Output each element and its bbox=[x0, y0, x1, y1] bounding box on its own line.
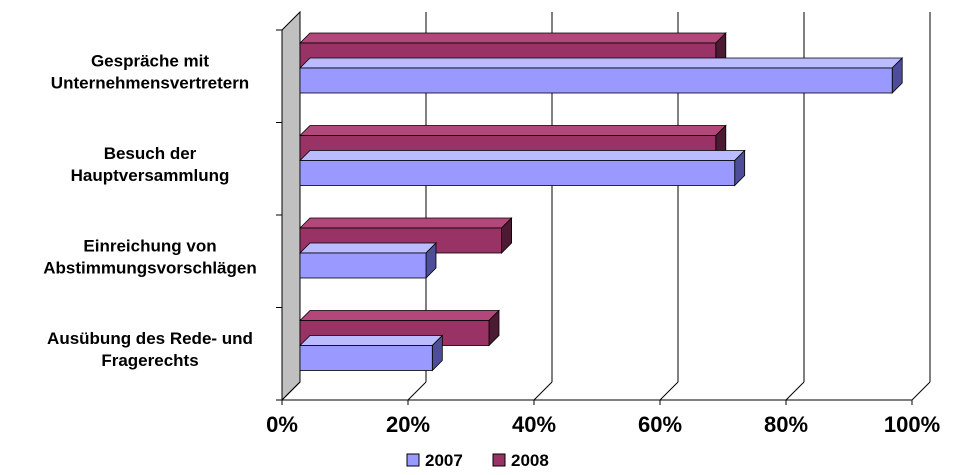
bar-front-face bbox=[299, 252, 427, 279]
bar-top-face bbox=[299, 242, 437, 254]
floor-gridline bbox=[407, 381, 427, 401]
category-label: Ausübung des Rede- und Fragerechts bbox=[47, 329, 253, 370]
legend-label: 2007 bbox=[425, 451, 463, 470]
bar-top-face bbox=[299, 32, 727, 44]
legend: 2007 2008 bbox=[406, 451, 549, 470]
bar-top-face bbox=[299, 310, 500, 321]
legend-label: 2008 bbox=[511, 451, 549, 470]
category-label: Gespräche mit Unternehmensvertretern bbox=[51, 51, 249, 92]
bar-front-face bbox=[299, 67, 893, 94]
x-tick-label: 0% bbox=[266, 412, 298, 437]
category-label: Einreichung von Abstimmungsvorschlägen bbox=[43, 236, 257, 277]
x-tick-label: 60% bbox=[638, 412, 682, 437]
x-tick-label: 80% bbox=[764, 412, 808, 437]
bar-2007 bbox=[299, 57, 904, 94]
floor-gridline bbox=[659, 381, 679, 401]
legend-item-2007: 2007 bbox=[406, 451, 463, 470]
bar-top-face bbox=[299, 217, 513, 229]
legend-item-2008: 2008 bbox=[492, 451, 549, 470]
bar-2007 bbox=[299, 242, 437, 279]
x-tick-label: 100% bbox=[884, 412, 940, 437]
bar-2007 bbox=[299, 149, 746, 187]
bar-front-face bbox=[299, 160, 736, 186]
x-tick-labels: 0% 20% 40% 60% 80% 100% bbox=[266, 412, 940, 437]
bar-top-face bbox=[299, 335, 444, 346]
x-tick-label: 40% bbox=[512, 412, 556, 437]
floor-gridline bbox=[281, 381, 301, 401]
category-label: Besuch der Hauptversammlung bbox=[71, 144, 230, 185]
legend-swatch bbox=[492, 453, 506, 467]
bar-top-face bbox=[299, 150, 746, 161]
floor-gridline bbox=[911, 381, 931, 401]
bars bbox=[299, 32, 904, 372]
floor-gridline bbox=[533, 381, 553, 401]
side-wall bbox=[281, 10, 301, 402]
floor-gridline bbox=[785, 381, 805, 401]
x-tick-label: 20% bbox=[386, 412, 430, 437]
bar-front-face bbox=[299, 345, 433, 371]
bar-top-face bbox=[299, 57, 904, 69]
category-labels: Gespräche mit Unternehmensvertretern Besuc… bbox=[43, 51, 257, 370]
bar-2007 bbox=[299, 334, 444, 372]
bar-top-face bbox=[299, 125, 727, 136]
legend-swatch bbox=[406, 453, 420, 467]
